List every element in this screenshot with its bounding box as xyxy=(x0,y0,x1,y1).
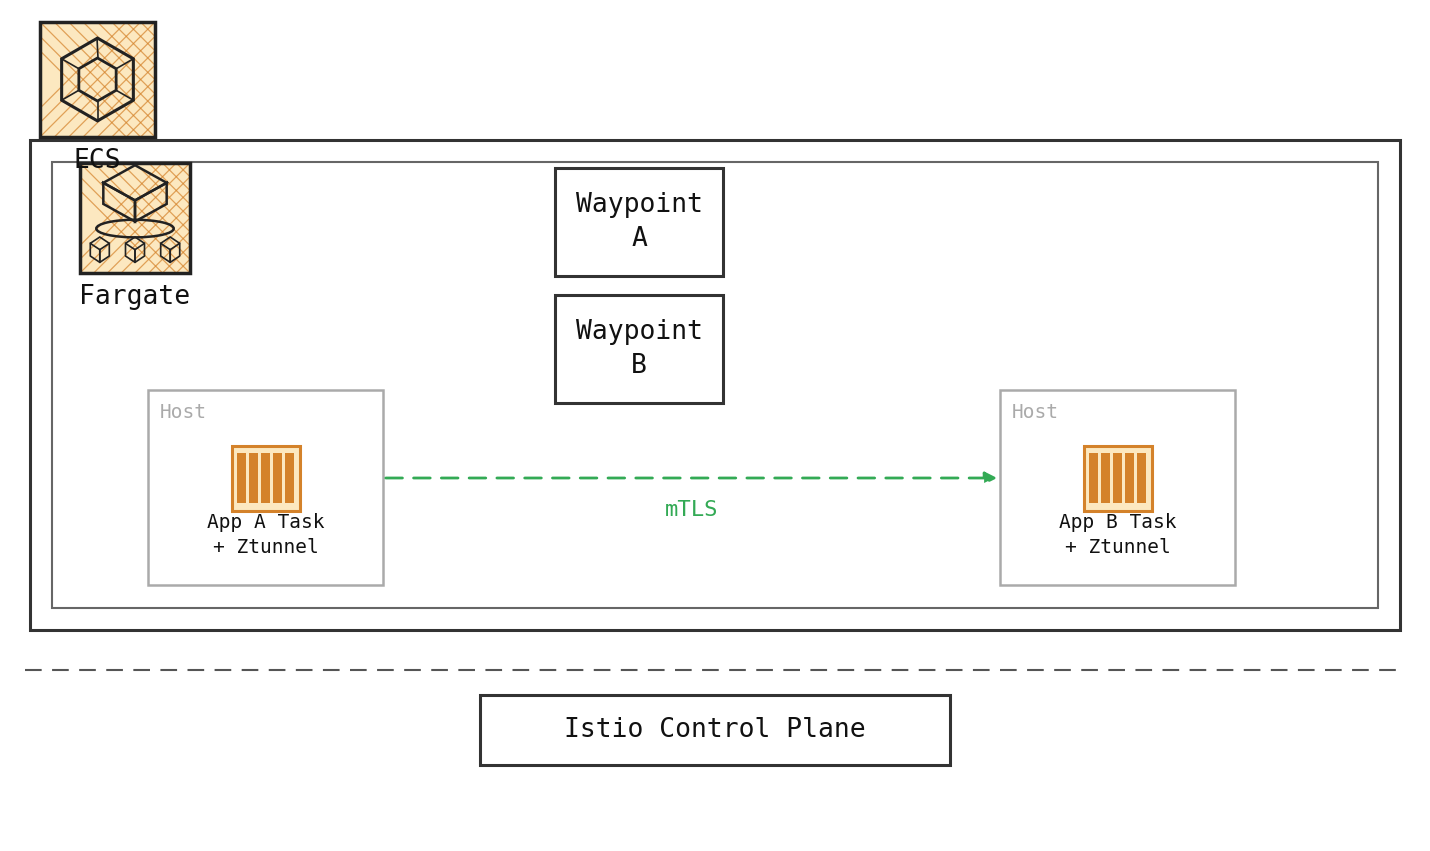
Text: Host: Host xyxy=(1012,403,1060,421)
Bar xyxy=(80,163,190,273)
Text: mTLS: mTLS xyxy=(665,500,718,520)
Bar xyxy=(40,22,154,137)
Bar xyxy=(1101,454,1110,503)
Bar xyxy=(237,454,246,503)
Text: Istio Control Plane: Istio Control Plane xyxy=(565,717,865,743)
Bar xyxy=(555,295,724,403)
Text: Host: Host xyxy=(160,403,207,421)
Bar xyxy=(555,168,724,276)
Bar xyxy=(30,140,1400,630)
Bar xyxy=(1125,454,1134,503)
Bar xyxy=(286,454,295,503)
Bar xyxy=(1000,390,1236,585)
Text: Waypoint
B: Waypoint B xyxy=(575,319,702,379)
Bar xyxy=(40,22,154,137)
Text: Waypoint
A: Waypoint A xyxy=(575,192,702,252)
Bar xyxy=(1088,454,1098,503)
Bar xyxy=(262,454,270,503)
Bar xyxy=(1137,454,1145,503)
Bar xyxy=(1113,454,1121,503)
Bar xyxy=(80,163,190,273)
Bar xyxy=(232,446,299,511)
Text: App A Task
+ Ztunnel: App A Task + Ztunnel xyxy=(207,513,325,557)
Bar xyxy=(480,695,950,765)
Bar xyxy=(1084,446,1151,511)
Text: ECS: ECS xyxy=(74,148,122,174)
Bar xyxy=(51,162,1379,608)
Bar xyxy=(273,454,282,503)
Text: App B Task
+ Ztunnel: App B Task + Ztunnel xyxy=(1058,513,1177,557)
Text: Fargate: Fargate xyxy=(80,284,190,310)
Bar xyxy=(249,454,257,503)
Bar xyxy=(147,390,383,585)
